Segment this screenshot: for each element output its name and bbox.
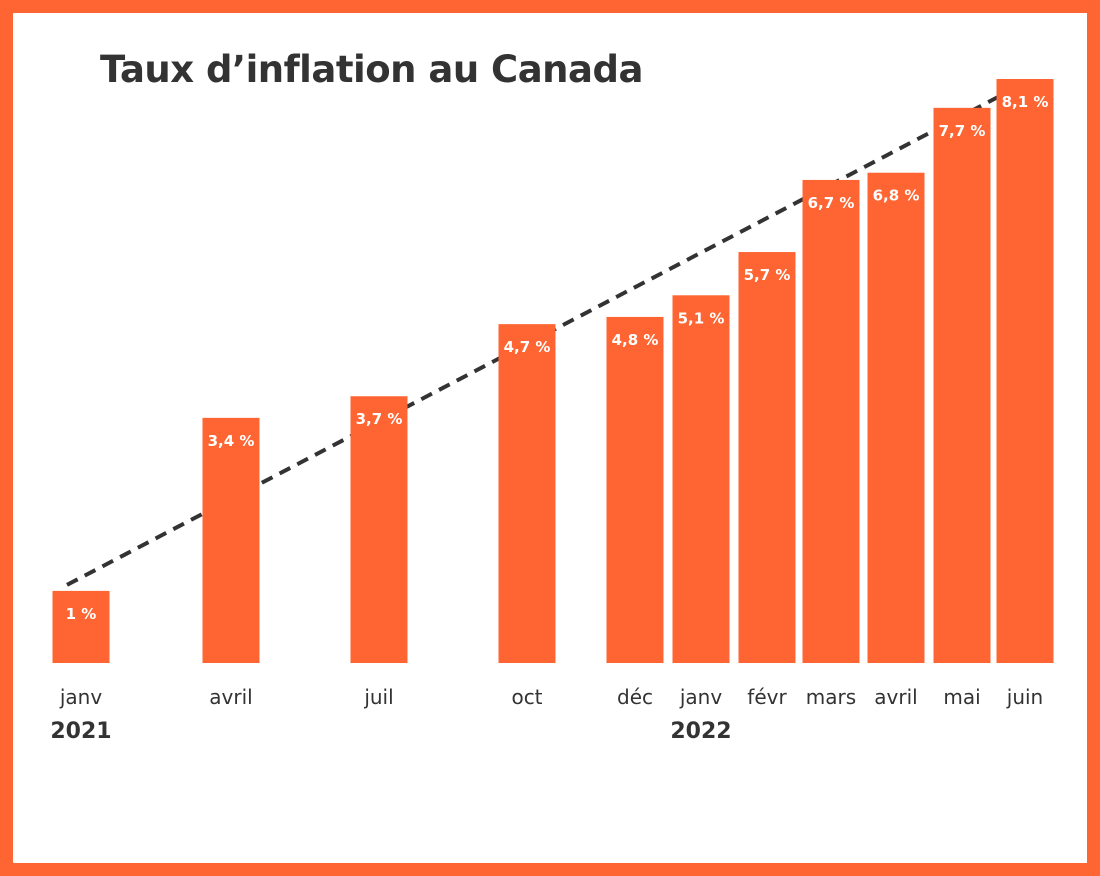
bar — [867, 172, 925, 663]
year-label: 2021 — [50, 719, 111, 744]
bar-value-label: 6,8 % — [873, 187, 920, 205]
bar — [802, 179, 860, 663]
x-tick-label: janv — [59, 685, 102, 709]
x-tick-label: févr — [747, 685, 787, 709]
bar-value-label: 3,7 % — [356, 410, 403, 428]
bar-value-label: 4,7 % — [504, 338, 551, 356]
bar — [498, 324, 556, 663]
x-tick-label: mai — [943, 685, 980, 709]
bar — [996, 79, 1054, 663]
bar-value-label: 3,4 % — [208, 432, 255, 450]
bar-value-label: 1 % — [66, 605, 97, 623]
x-tick-label: juin — [1006, 685, 1043, 709]
bar — [52, 590, 110, 663]
year-label: 2022 — [670, 719, 731, 744]
x-tick-label: avril — [209, 685, 252, 709]
x-tick-label: déc — [617, 685, 653, 709]
x-tick-label: juil — [363, 685, 393, 709]
bar — [606, 316, 664, 663]
x-tick-label: janv — [679, 685, 722, 709]
bar — [672, 295, 730, 663]
bar — [933, 107, 991, 664]
bar-value-label: 5,1 % — [678, 309, 725, 327]
x-tick-label: mars — [806, 685, 856, 709]
bar-value-label: 8,1 % — [1002, 93, 1049, 111]
bar-value-label: 7,7 % — [939, 122, 986, 140]
bar — [350, 396, 408, 663]
bar-value-label: 5,7 % — [744, 266, 791, 284]
bar — [738, 252, 796, 663]
x-tick-label: oct — [511, 685, 542, 709]
chart-title: Taux d’inflation au Canada — [100, 48, 643, 91]
bar-value-label: 4,8 % — [612, 331, 659, 349]
bar-value-label: 6,7 % — [808, 194, 855, 212]
x-tick-label: avril — [874, 685, 917, 709]
bar — [202, 417, 260, 663]
